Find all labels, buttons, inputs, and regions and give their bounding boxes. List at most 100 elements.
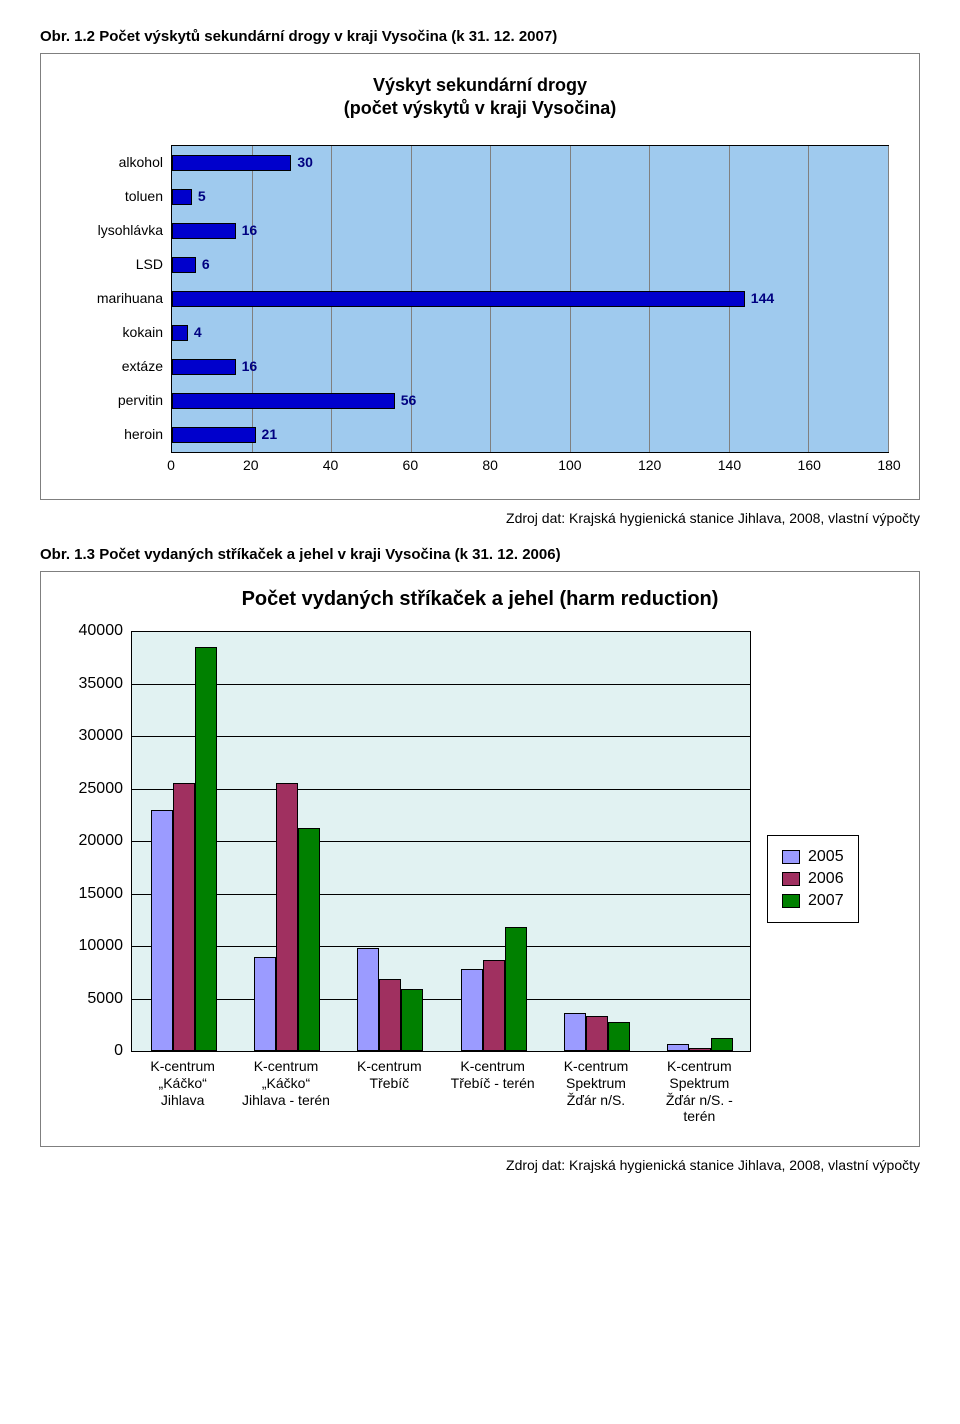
chart2-body: 0500010000150002000025000300003500040000… <box>61 631 899 1126</box>
chart1-bar-value: 144 <box>751 290 774 306</box>
chart2-gridline <box>132 631 750 632</box>
chart2-bar <box>254 957 276 1052</box>
chart2-bar <box>564 1013 586 1051</box>
chart1-bar <box>172 189 192 205</box>
chart1-x-tick: 100 <box>558 457 581 473</box>
chart1-bars: 30 5 16 6 144 4 16 56 21 <box>172 146 888 452</box>
chart1-body: alkoholtoluenlysohlávkaLSDmarihuanakokai… <box>71 145 889 453</box>
chart2-title: Počet vydaných stříkaček a jehel (harm r… <box>61 588 899 611</box>
figure2-caption: Obr. 1.3 Počet vydaných stříkaček a jehe… <box>40 546 920 563</box>
chart1-x-axis: 020406080100120140160180 <box>171 453 889 475</box>
chart2-bar <box>195 647 217 1051</box>
chart2-legend-swatch <box>782 850 800 864</box>
chart1-x-tick: 60 <box>403 457 419 473</box>
chart2-bar <box>711 1038 733 1051</box>
chart2-bar <box>667 1044 689 1051</box>
chart1-bar-value: 6 <box>202 256 210 272</box>
chart2-bar-group <box>151 631 217 1051</box>
chart2-gridline <box>132 684 750 685</box>
chart2-bar-group <box>357 631 423 1051</box>
chart2-legend-swatch <box>782 894 800 908</box>
chart1-bar-value: 16 <box>242 222 258 238</box>
chart1-x-tick: 40 <box>323 457 339 473</box>
chart2-legend-label: 2007 <box>808 892 844 910</box>
chart1-bar <box>172 155 291 171</box>
chart2-bar <box>173 783 195 1051</box>
chart1-y-label: heroin <box>71 417 171 451</box>
chart2-bar <box>505 927 527 1051</box>
chart2-y-tick: 0 <box>114 1042 123 1060</box>
chart2-frame: Počet vydaných stříkaček a jehel (harm r… <box>40 571 920 1147</box>
chart1-x-tick: 80 <box>482 457 498 473</box>
chart2-legend-swatch <box>782 872 800 886</box>
chart2-bar <box>586 1016 608 1051</box>
chart1-bar-value: 5 <box>198 188 206 204</box>
chart2-y-tick: 25000 <box>79 780 124 798</box>
chart2-y-axis: 0500010000150002000025000300003500040000 <box>61 631 131 1051</box>
chart2-source: Zdroj dat: Krajská hygienická stanice Ji… <box>40 1157 920 1173</box>
chart2-x-label: K-centrum Třebíč - terén <box>448 1058 538 1092</box>
chart2-bar-group <box>667 631 733 1051</box>
chart2-gridline <box>132 999 750 1000</box>
chart1-x-tick: 180 <box>877 457 900 473</box>
chart2-y-tick: 5000 <box>87 990 123 1008</box>
chart2-bar <box>401 989 423 1051</box>
chart1-title-line2: (počet výskytů v kraji Vysočina) <box>344 98 616 118</box>
chart1-bar <box>172 223 236 239</box>
chart1-x-tick: 140 <box>718 457 741 473</box>
chart2-y-tick: 10000 <box>79 937 124 955</box>
chart1-y-label: pervitin <box>71 383 171 417</box>
chart2-gridline <box>132 894 750 895</box>
chart1-bar-row: 30 <box>172 146 888 180</box>
chart2-legend-label: 2006 <box>808 870 844 888</box>
chart1-frame: Výskyt sekundární drogy (počet výskytů v… <box>40 53 920 500</box>
chart1-bar <box>172 393 395 409</box>
chart2-legend-row: 2007 <box>782 892 844 910</box>
chart1-bar <box>172 257 196 273</box>
chart2-gridline <box>132 736 750 737</box>
chart2-y-tick: 15000 <box>79 885 124 903</box>
chart2-bar <box>379 979 401 1051</box>
chart1-gridline <box>888 146 889 452</box>
chart2-bar <box>357 948 379 1051</box>
chart2-gridline <box>132 789 750 790</box>
page: Obr. 1.2 Počet výskytů sekundární drogy … <box>0 0 960 1233</box>
chart2-y-tick: 20000 <box>79 832 124 850</box>
chart1-bar-value: 16 <box>242 358 258 374</box>
chart1-title: Výskyt sekundární drogy (počet výskytů v… <box>71 74 889 119</box>
chart1-bar-value: 56 <box>401 392 417 408</box>
chart2-bar <box>298 828 320 1051</box>
chart1-title-line1: Výskyt sekundární drogy <box>373 75 587 95</box>
chart1-y-label: LSD <box>71 247 171 281</box>
chart2-bar-group <box>564 631 630 1051</box>
chart2-bar <box>689 1048 711 1051</box>
chart2-left: 0500010000150002000025000300003500040000… <box>61 631 751 1126</box>
chart2-bar <box>151 810 173 1052</box>
chart2-plot-area <box>131 631 751 1052</box>
chart1-y-label: kokain <box>71 315 171 349</box>
chart2-bar-group <box>461 631 527 1051</box>
chart1-bar-value: 30 <box>297 154 313 170</box>
chart1-bar <box>172 359 236 375</box>
chart1-y-label: alkohol <box>71 145 171 179</box>
chart1-bar-row: 4 <box>172 316 888 350</box>
chart2-y-tick: 40000 <box>79 622 124 640</box>
chart2-bar <box>483 960 505 1051</box>
chart1-y-labels: alkoholtoluenlysohlávkaLSDmarihuanakokai… <box>71 145 171 453</box>
chart2-x-label: K-centrum Spektrum Žďár n/S. <box>551 1058 641 1108</box>
chart1-plot-area: 30 5 16 6 144 4 16 56 21 <box>171 145 889 453</box>
chart1-x-tick: 120 <box>638 457 661 473</box>
chart1-y-label: lysohlávka <box>71 213 171 247</box>
chart1-bar-value: 4 <box>194 324 202 340</box>
chart1-bar-row: 21 <box>172 418 888 452</box>
chart2-legend-row: 2005 <box>782 848 844 866</box>
chart2-legend: 2005 2006 2007 <box>767 835 859 923</box>
chart1-bar-row: 16 <box>172 350 888 384</box>
chart2-legend-row: 2006 <box>782 870 844 888</box>
chart1-x-tick: 0 <box>167 457 175 473</box>
chart2-x-label: K-centrum „Káčko“ Jihlava - terén <box>241 1058 331 1108</box>
chart1-y-label: toluen <box>71 179 171 213</box>
chart1-y-label: marihuana <box>71 281 171 315</box>
chart1-x-tick: 160 <box>798 457 821 473</box>
chart1-bar-row: 5 <box>172 180 888 214</box>
